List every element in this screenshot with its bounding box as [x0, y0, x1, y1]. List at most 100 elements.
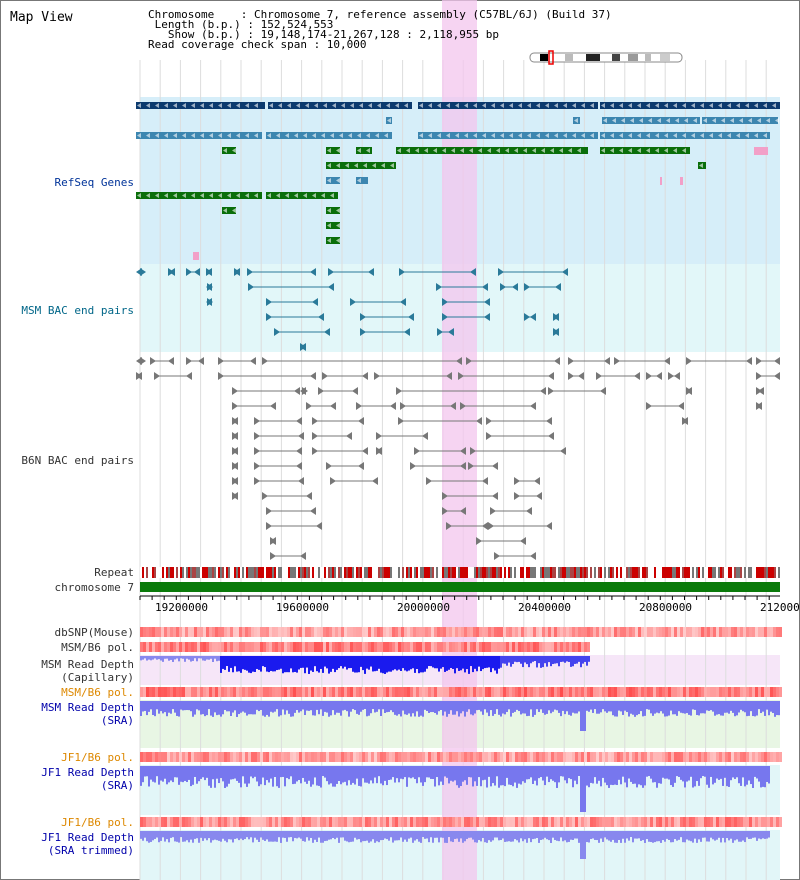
polymorphism-heat-cell [590, 752, 593, 762]
repeat-segment [646, 567, 648, 578]
read-depth-bar [594, 831, 596, 840]
read-depth-bar [570, 701, 572, 716]
gene-strand-arrow [377, 103, 381, 108]
gene-strand-arrow [173, 133, 177, 138]
repeat-segment [708, 567, 710, 578]
read-depth-bar [552, 701, 554, 712]
gene-strand-arrow [415, 148, 419, 153]
gene-strand-arrow [232, 148, 236, 153]
polymorphism-heat-cell [602, 817, 605, 827]
polymorphism-heat-cell [404, 752, 407, 762]
gene-strand-arrow [437, 133, 441, 138]
read-depth-bar [720, 831, 722, 843]
polymorphism-heat-cell [680, 627, 683, 637]
read-depth-bar [288, 656, 290, 673]
read-depth-bar [678, 831, 680, 840]
read-depth-bar [688, 831, 690, 841]
read-depth-bar [186, 701, 188, 711]
read-depth-bar [220, 766, 222, 779]
repeat-segment [486, 567, 488, 578]
bac-end-marker [400, 402, 406, 410]
polymorphism-heat-cell [206, 642, 209, 652]
read-depth-bar [654, 766, 656, 783]
read-depth-bar [442, 831, 444, 838]
gene-strand-arrow [321, 133, 325, 138]
read-depth-bar [570, 766, 572, 780]
read-depth-bar [750, 766, 752, 785]
polymorphism-heat-cell [557, 687, 560, 697]
polymorphism-heat-cell [566, 627, 569, 637]
repeat-segment [424, 567, 426, 578]
read-depth-bar [412, 701, 414, 714]
read-depth-bar [540, 701, 542, 710]
read-depth-bar [362, 701, 364, 710]
read-depth-bar [404, 656, 406, 671]
read-depth-bar [458, 701, 460, 717]
gene-strand-arrow [684, 118, 688, 123]
repeat-segment [700, 567, 702, 578]
bac-end-marker [312, 447, 318, 455]
read-depth-bar [476, 766, 478, 786]
polymorphism-heat-cell [761, 817, 764, 827]
repeat-segment [504, 567, 506, 578]
read-depth-bar [520, 701, 522, 715]
read-depth-bar [458, 656, 460, 671]
read-depth-bar [404, 766, 406, 778]
bac-end-marker [774, 372, 780, 380]
read-depth-bar [576, 766, 578, 785]
track-label-msm-bac[interactable]: MSM BAC end pairs [21, 304, 134, 317]
polymorphism-heat-cell [536, 752, 539, 762]
polymorphism-heat-cell [578, 687, 581, 697]
gene-strand-arrow [442, 148, 446, 153]
read-depth-bar [738, 701, 740, 713]
read-depth-bar [348, 656, 350, 669]
polymorphism-heat-cell [221, 687, 224, 697]
repeat-segment [778, 567, 780, 578]
gene-strand-arrow [482, 133, 486, 138]
selected-region-highlight [442, 0, 477, 880]
gene-strand-arrow [691, 103, 695, 108]
polymorphism-heat-cell [167, 627, 170, 637]
track-label-refseq[interactable]: RefSeq Genes [54, 176, 134, 189]
read-depth-bar [390, 766, 392, 780]
polymorphism-heat-cell [626, 817, 629, 827]
polymorphism-heat-cell [323, 817, 326, 827]
read-depth-bar [688, 766, 690, 781]
read-depth-bar [294, 701, 296, 713]
polymorphism-heat-cell [638, 817, 641, 827]
repeat-segment [386, 567, 388, 578]
repeat-segment [520, 567, 522, 578]
read-depth-bar [686, 831, 688, 840]
repeat-segment [230, 567, 232, 578]
read-depth-bar [446, 766, 448, 778]
repeat-segment [628, 567, 630, 578]
bac-end-marker [296, 417, 302, 425]
polymorphism-heat-cell [281, 752, 284, 762]
read-depth-bar [362, 656, 364, 671]
polymorphism-heat-cell [281, 627, 284, 637]
repeat-segment [150, 567, 152, 578]
read-depth-bar [596, 701, 598, 714]
polymorphism-heat-cell [551, 687, 554, 697]
polymorphism-heat-cell [344, 752, 347, 762]
polymorphism-heat-cell [698, 817, 701, 827]
repeat-segment [576, 567, 578, 578]
repeat-segment [202, 567, 204, 578]
polymorphism-heat-cell [287, 687, 290, 697]
polymorphism-heat-cell [257, 687, 260, 697]
bac-end-marker [254, 417, 260, 425]
track-label-b6n-bac[interactable]: B6N BAC end pairs [21, 454, 134, 467]
polymorphism-heat-cell [611, 817, 614, 827]
read-depth-bar [260, 656, 262, 672]
read-depth-bar [438, 701, 440, 712]
read-depth-bar [620, 766, 622, 785]
read-depth-bar [248, 831, 250, 840]
polymorphism-heat-cell [314, 687, 317, 697]
read-depth-bar [398, 701, 400, 715]
polymorphism-heat-cell [191, 642, 194, 652]
read-depth-bar [502, 766, 504, 786]
repeat-segment [350, 567, 352, 578]
gene-strand-arrow [155, 133, 159, 138]
read-depth-bar [580, 831, 582, 859]
